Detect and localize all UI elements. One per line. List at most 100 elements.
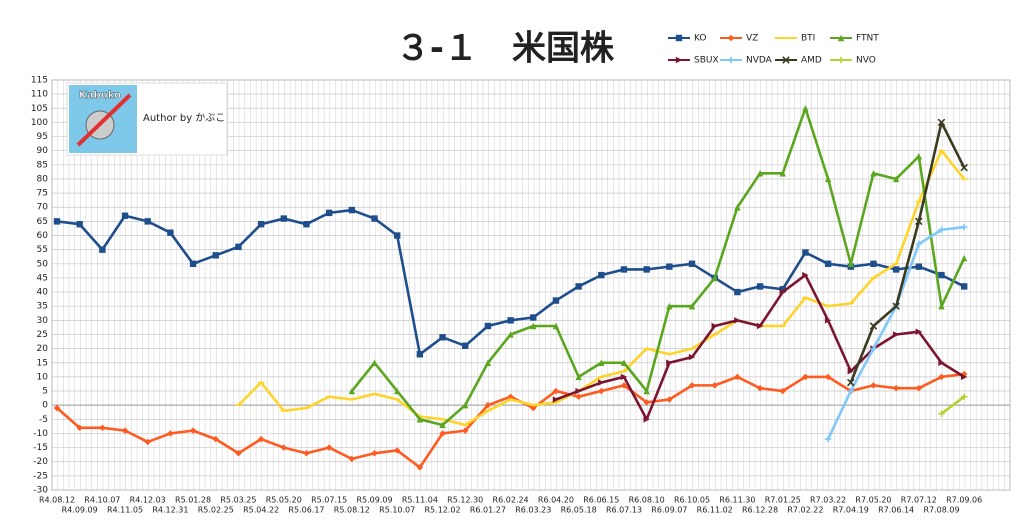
marker — [938, 373, 945, 381]
marker — [530, 322, 537, 330]
logo-text: Kabuko — [79, 90, 121, 101]
marker — [847, 378, 855, 387]
marker — [892, 385, 900, 392]
x-tick-label: R4.11.05 — [107, 506, 143, 515]
marker — [960, 373, 968, 381]
marker — [847, 368, 854, 375]
marker — [462, 401, 469, 409]
marker — [257, 435, 265, 443]
marker — [727, 34, 735, 42]
y-tick-label: 90 — [37, 146, 49, 156]
marker — [462, 342, 469, 349]
y-tick-label: -5 — [39, 415, 48, 425]
y-tick-label: 45 — [37, 273, 48, 283]
marker — [837, 34, 845, 42]
marker — [870, 345, 877, 352]
y-tick-label: 105 — [31, 104, 48, 114]
x-tick-label: R7.04.19 — [833, 506, 869, 515]
y-tick-label: 35 — [37, 302, 48, 312]
marker — [756, 283, 764, 290]
marker — [348, 455, 356, 463]
marker — [393, 232, 401, 239]
x-tick-label: R4.12.31 — [152, 506, 188, 515]
marker — [121, 212, 129, 219]
y-tick-label: 50 — [37, 259, 49, 269]
marker — [937, 118, 946, 127]
marker — [727, 56, 735, 64]
marker — [643, 266, 650, 273]
marker — [824, 317, 832, 324]
marker — [666, 303, 673, 310]
marker — [530, 404, 537, 412]
marker — [938, 226, 945, 234]
legend-label: AMD — [801, 56, 822, 66]
y-tick-label: 55 — [37, 245, 48, 255]
marker — [371, 359, 378, 366]
marker — [53, 404, 61, 412]
x-tick-label: R4.12.03 — [130, 496, 166, 505]
marker — [870, 260, 877, 267]
x-tick-label: R7.07.12 — [901, 496, 937, 505]
marker — [235, 243, 242, 251]
y-tick-label: 85 — [37, 160, 48, 170]
marker — [870, 382, 877, 389]
marker — [915, 263, 923, 270]
marker — [756, 170, 764, 177]
x-tick-label: R5.12.02 — [425, 506, 461, 515]
y-tick-label: 95 — [37, 132, 48, 142]
y-tick-label: 5 — [42, 387, 48, 397]
marker — [824, 435, 832, 443]
y-tick-label: 65 — [37, 217, 48, 227]
marker — [121, 427, 129, 434]
y-tick-label: 115 — [31, 76, 48, 86]
series-line — [940, 395, 965, 415]
marker — [734, 288, 741, 296]
marker — [960, 393, 968, 400]
marker — [598, 379, 605, 386]
x-tick-label: R6.03.23 — [515, 506, 551, 515]
marker — [416, 464, 424, 471]
y-tick-label: 25 — [37, 330, 48, 340]
marker — [348, 206, 356, 214]
y-tick-label: 0 — [42, 401, 48, 411]
x-tick-label: R6.02.24 — [493, 496, 529, 505]
marker — [779, 288, 786, 296]
x-tick-label: R5.02.25 — [198, 506, 234, 515]
y-tick-label: -15 — [33, 443, 48, 453]
legend: KO VZ BTI FTNT SBUX NVDA AMD NVO — [668, 34, 879, 66]
x-tick-label: R6.06.15 — [583, 496, 619, 505]
x-tick-label: R5.03.25 — [220, 496, 256, 505]
marker — [779, 170, 786, 177]
marker — [167, 229, 174, 236]
marker — [76, 221, 83, 228]
series-line — [350, 106, 966, 427]
marker — [144, 218, 151, 225]
x-tick-label: R7.02.22 — [787, 506, 823, 515]
y-tick-label: -30 — [33, 486, 48, 496]
y-tick-label: 110 — [31, 90, 48, 100]
x-tick-label: R6.07.13 — [606, 506, 642, 515]
marker — [76, 424, 83, 431]
marker — [53, 218, 61, 225]
marker — [688, 353, 696, 361]
marker — [892, 331, 900, 338]
y-tick-label: 40 — [37, 288, 49, 298]
marker — [620, 266, 628, 273]
marker — [938, 359, 945, 366]
marker — [189, 427, 197, 434]
legend-label: NVO — [856, 56, 876, 66]
marker — [960, 283, 968, 290]
marker — [620, 359, 628, 366]
x-tick-label: R7.06.14 — [878, 506, 914, 515]
x-tick-label: R6.10.05 — [674, 496, 710, 505]
marker — [507, 331, 514, 338]
y-tick-label: -10 — [33, 429, 48, 439]
x-tick-label: R6.04.20 — [538, 496, 574, 505]
marker — [393, 387, 401, 395]
marker — [938, 271, 945, 279]
legend-label: SBUX — [694, 56, 719, 66]
marker — [756, 322, 764, 330]
marker — [439, 421, 446, 429]
marker — [325, 444, 333, 451]
